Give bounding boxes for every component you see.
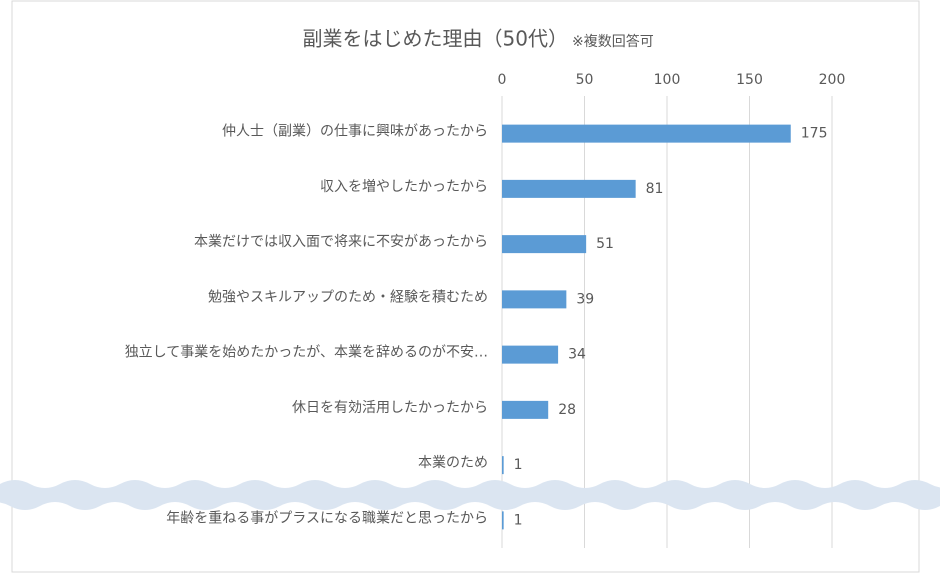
bar — [502, 346, 558, 364]
x-tick-label: 50 — [576, 72, 594, 88]
bar — [502, 180, 636, 198]
chart-title: 副業をはじめた理由（50代） — [303, 27, 568, 51]
y-tick-label: 年齢を重ねる事がプラスになる職業だと思ったから — [166, 510, 488, 526]
data-label: 39 — [576, 291, 594, 307]
y-tick-label: 勉強やスキルアップのため・経験を積むため — [208, 289, 488, 305]
data-label: 1 — [514, 457, 523, 473]
y-tick-label: 本業のため — [418, 455, 488, 471]
x-tick-label: 0 — [498, 72, 507, 88]
x-tick-label: 100 — [654, 72, 681, 88]
data-label: 28 — [558, 402, 576, 418]
bar — [502, 511, 504, 529]
bar — [502, 235, 586, 253]
x-tick-label: 200 — [819, 72, 846, 88]
bar — [502, 290, 566, 308]
chart-subtitle: ※複数回答可 — [572, 33, 654, 50]
data-label: 34 — [568, 347, 586, 363]
bar — [502, 125, 791, 143]
y-tick-label: 休日を有効活用したかったから — [292, 400, 488, 416]
bar — [502, 401, 548, 419]
bar — [502, 456, 504, 474]
y-tick-label: 独立して事業を始めたかったが、本業を辞めるのが不安… — [125, 345, 488, 361]
data-label: 1 — [514, 512, 523, 528]
data-label: 175 — [801, 126, 828, 142]
y-tick-label: 仲人士（副業）の仕事に興味があったから — [222, 124, 488, 140]
x-tick-label: 150 — [736, 72, 763, 88]
y-tick-label: 収入を増やしたかったから — [320, 179, 488, 195]
data-label: 81 — [646, 181, 664, 197]
data-label: 51 — [596, 236, 614, 252]
y-tick-label: 本業だけでは収入面で将来に不安があったから — [194, 234, 488, 250]
